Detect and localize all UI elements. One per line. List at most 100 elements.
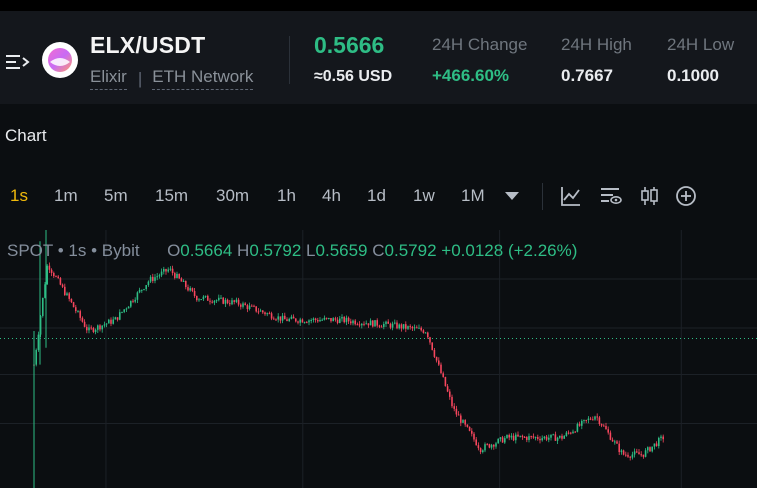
candle-body <box>178 273 180 279</box>
timeframe-5m[interactable]: 5m <box>104 186 128 205</box>
candle-body <box>215 300 218 302</box>
candle-body <box>515 434 517 441</box>
stat-label-high: 24H High <box>561 35 632 54</box>
legend-change: +0.0128 <box>441 241 504 260</box>
candle-body <box>655 443 658 447</box>
candle-body <box>581 420 583 426</box>
candle-body <box>224 299 227 304</box>
candle-body <box>391 323 394 328</box>
candle-body <box>248 305 251 310</box>
add-icon[interactable] <box>674 184 698 208</box>
timeframe-1d[interactable]: 1d <box>367 186 386 205</box>
candle-body <box>400 324 403 329</box>
candle-body <box>70 298 73 303</box>
candle-body <box>620 450 623 453</box>
timeframe-1w[interactable]: 1w <box>413 186 435 205</box>
menu-icon[interactable] <box>6 52 30 72</box>
candle-body <box>387 321 389 324</box>
candle-type-icon[interactable] <box>638 184 662 208</box>
pair-symbol[interactable]: ELX/USDT <box>90 32 206 58</box>
candle-body <box>37 334 40 350</box>
candle-body <box>132 300 134 302</box>
candle-body <box>578 424 581 426</box>
candle-body <box>501 437 504 443</box>
candle-body <box>625 454 627 456</box>
candle-body <box>235 299 238 302</box>
candle-body <box>196 296 198 301</box>
candle-body <box>253 305 255 307</box>
candle-body <box>374 320 376 327</box>
chart-settings-icon[interactable] <box>599 184 623 208</box>
candle-body <box>270 313 273 319</box>
candle-body <box>365 323 367 325</box>
candle-body <box>292 316 295 319</box>
candle-body <box>433 349 436 357</box>
candle-body <box>310 320 312 322</box>
candle-body <box>497 438 499 444</box>
stat-label-low: 24H Low <box>667 35 735 54</box>
subline-separator: | <box>137 68 143 88</box>
candle-body <box>334 318 337 320</box>
indicators-icon[interactable] <box>559 184 583 208</box>
candle-body <box>92 328 95 332</box>
candle-body <box>622 450 625 455</box>
candle-body <box>383 324 385 327</box>
candle-body <box>651 446 653 452</box>
candle-body <box>176 273 178 278</box>
candle-body <box>521 435 524 437</box>
candle-body <box>191 288 194 291</box>
candle-body <box>314 318 317 320</box>
candle-body <box>519 435 521 437</box>
top-strip <box>0 0 757 11</box>
candle-body <box>662 436 664 440</box>
candle-body <box>200 299 202 301</box>
candle-body <box>369 320 372 326</box>
legend-change-pct: (+2.26%) <box>507 241 578 260</box>
candle-body <box>264 312 266 315</box>
candle-body <box>598 417 601 424</box>
candle-body <box>193 290 196 297</box>
candle-body <box>570 432 572 434</box>
candle-body <box>145 285 147 290</box>
timeframe-1M[interactable]: 1M <box>461 186 485 205</box>
candle-body <box>220 297 222 299</box>
candle-body <box>413 327 416 329</box>
candle-body <box>99 325 101 330</box>
candle-body <box>317 319 319 322</box>
candle-body <box>530 436 532 438</box>
stat-value-high: 0.7667 <box>561 66 613 85</box>
candle-body <box>429 337 431 343</box>
candlestick-chart[interactable] <box>0 230 757 488</box>
candle-body <box>79 311 81 318</box>
candle-body <box>321 319 323 321</box>
candle-body <box>110 319 112 324</box>
candle-body <box>424 332 427 334</box>
candle-body <box>482 450 484 453</box>
chart-section-title: Chart <box>5 126 47 145</box>
candle-body <box>592 419 594 421</box>
candle-body <box>633 451 636 455</box>
timeframe-1h[interactable]: 1h <box>277 186 296 205</box>
timeframe-1m[interactable]: 1m <box>54 186 78 205</box>
timeframe-4h[interactable]: 4h <box>322 186 341 205</box>
dropdown-caret-icon[interactable] <box>500 184 524 208</box>
candle-body <box>561 435 563 439</box>
candle-body <box>589 418 592 420</box>
candle-body <box>105 323 108 325</box>
candle-body <box>68 293 70 299</box>
candle-body <box>453 406 455 409</box>
candle-body <box>75 307 77 312</box>
candle-body <box>402 324 405 329</box>
network-name[interactable]: ETH Network <box>152 67 254 90</box>
token-name[interactable]: Elixir <box>90 67 127 90</box>
candle-body <box>543 436 546 439</box>
candle-body <box>385 321 387 325</box>
timeframe-15m[interactable]: 15m <box>155 186 189 205</box>
candle-body <box>273 318 275 320</box>
candle-body <box>427 332 429 338</box>
timeframe-30m[interactable]: 30m <box>216 186 250 205</box>
candle-body <box>367 323 370 326</box>
legend-low-label: L <box>306 241 316 260</box>
candle-body <box>231 300 233 305</box>
timeframe-1s[interactable]: 1s <box>10 186 28 205</box>
